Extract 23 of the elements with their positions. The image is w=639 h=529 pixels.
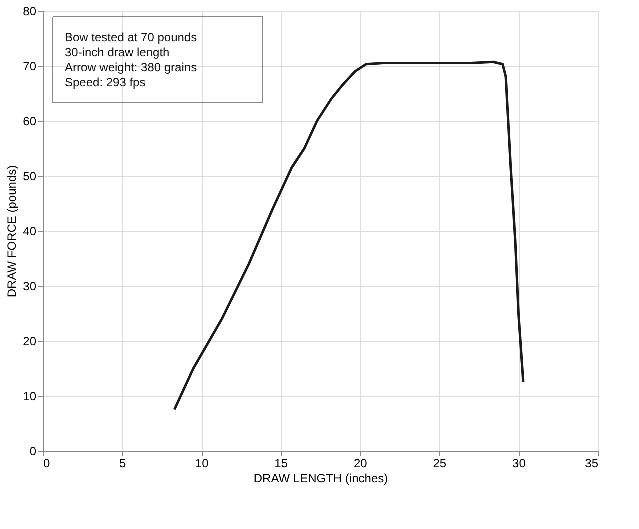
annotation: Arrow weight: 380 grains (65, 60, 198, 74)
x-tick-label: 10 (195, 456, 210, 470)
y-tick-label: 20 (23, 334, 37, 348)
y-tick-label: 70 (23, 60, 37, 74)
x-tick-label: 30 (512, 456, 526, 470)
y-tick-label: 0 (30, 444, 37, 458)
y-tick-label: 30 (23, 280, 37, 294)
y-tick-label: 80 (23, 4, 37, 18)
x-tick-label: 25 (433, 456, 447, 470)
x-tick-label: 5 (119, 456, 126, 470)
annotation: 30-inch draw length (65, 46, 170, 60)
annotation: Bow tested at 70 pounds (65, 30, 198, 44)
x-tick-label: 0 (44, 456, 50, 470)
x-tick-label: 15 (274, 456, 288, 470)
y-tick-label: 40 (23, 224, 37, 238)
y-tick-label: 60 (23, 114, 37, 128)
y-tick-label: 50 (23, 170, 37, 184)
x-tick-label: 20 (354, 456, 368, 470)
y-tick-label: 10 (23, 390, 37, 404)
x-axis-title: DRAW LENGTH (inches) (254, 472, 388, 486)
y-axis-title: DRAW FORCE (pounds) (5, 165, 20, 298)
x-tick-label: 35 (585, 456, 599, 470)
annotation: Speed: 293 fps (65, 76, 146, 90)
